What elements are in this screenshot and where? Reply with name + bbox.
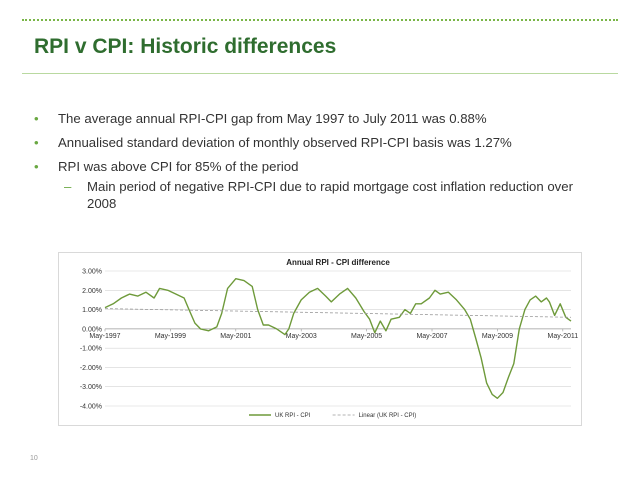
series-line-rpi-cpi (104, 278, 572, 399)
y-tick-label: -4.00% (80, 404, 102, 411)
bullet-item: • RPI was above CPI for 85% of the perio… (34, 158, 594, 175)
bullet-list: • The average annual RPI-CPI gap from Ma… (34, 110, 594, 219)
legend-label: Linear (UK RPI - CPI) (359, 413, 417, 419)
sub-bullet-text: Main period of negative RPI-CPI due to r… (87, 179, 574, 211)
slide-title: RPI v CPI: Historic differences (34, 35, 337, 58)
trend-line (104, 308, 572, 318)
sub-bullet-item: – Main period of negative RPI-CPI due to… (34, 178, 594, 212)
x-tick-label: May-2009 (482, 333, 513, 340)
x-tick-label: May-1997 (89, 333, 120, 340)
bullet-text: The average annual RPI-CPI gap from May … (58, 111, 487, 126)
y-tick-label: -1.00% (80, 346, 102, 353)
chart-title: Annual RPI - CPI difference (286, 258, 390, 267)
y-tick-label: 1.00% (82, 307, 102, 314)
bullet-item: • Annualised standard deviation of month… (34, 134, 594, 151)
bullet-item: • The average annual RPI-CPI gap from Ma… (34, 110, 594, 127)
rpi-cpi-chart: Annual RPI - CPI difference 3.00% 2.00% 1.0… (58, 252, 582, 426)
sub-bullet-marker: – (64, 179, 72, 194)
y-tick-label: 0.00% (82, 326, 102, 333)
y-tick-label: 3.00% (82, 269, 102, 276)
top-dotted-rule (22, 19, 618, 21)
y-tick-label: -3.00% (80, 384, 102, 391)
chart-svg: Annual RPI - CPI difference 3.00% 2.00% 1.0… (80, 258, 579, 419)
y-tick-label: 2.00% (82, 288, 102, 295)
bullet-marker: • (34, 159, 39, 174)
bullet-marker: • (34, 135, 39, 150)
x-tick-label: May-2003 (286, 333, 317, 340)
x-tick-label: May-2005 (351, 333, 382, 340)
bullet-text: Annualised standard deviation of monthly… (58, 135, 512, 150)
x-tick-label: May-2001 (220, 333, 251, 340)
bullet-marker: • (34, 111, 39, 126)
x-tick-label: May-2011 (548, 333, 579, 340)
page-number: 10 (30, 455, 38, 462)
legend-label: UK RPI - CPI (275, 413, 311, 419)
title-divider (22, 73, 618, 74)
y-tick-label: -2.00% (80, 365, 102, 372)
x-tick-label: May-1999 (155, 333, 186, 340)
bullet-text: RPI was above CPI for 85% of the period (58, 159, 299, 174)
x-tick-label: May-2007 (416, 333, 447, 340)
